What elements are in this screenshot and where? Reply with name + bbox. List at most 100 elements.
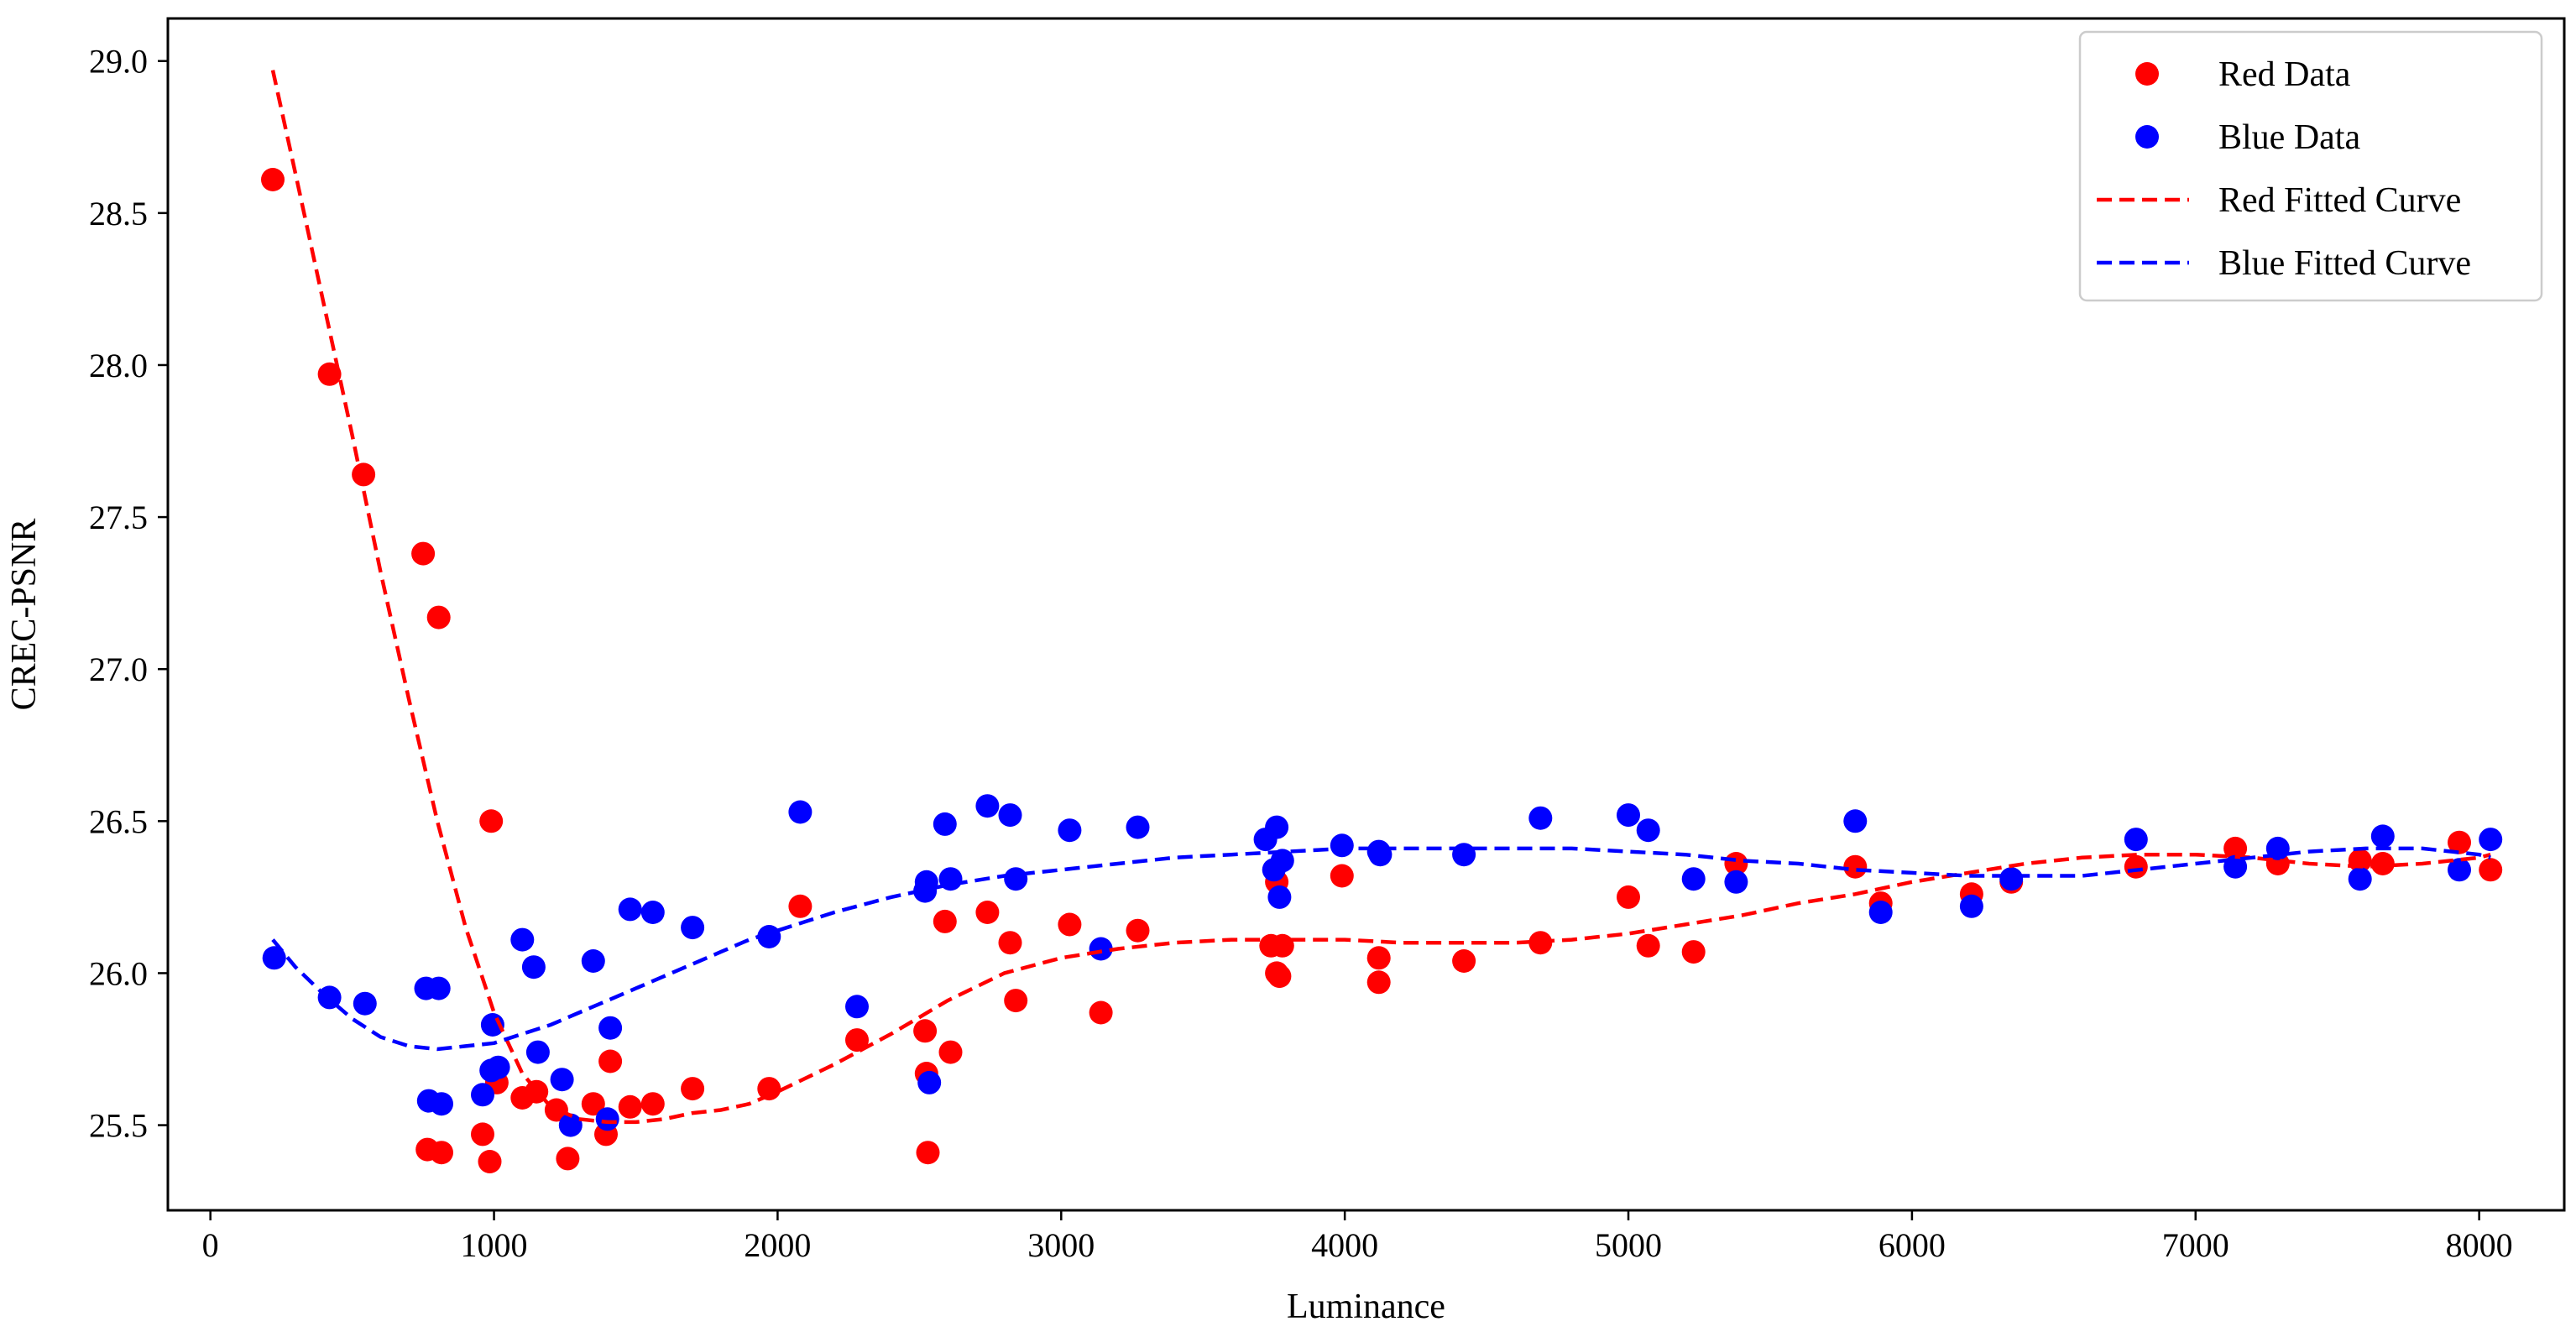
blue-data-point [788, 800, 813, 824]
red-data-point [2370, 852, 2395, 875]
blue-data-point [681, 916, 705, 940]
red-data-point [975, 901, 1000, 924]
red-data-point [1126, 918, 1150, 943]
blue-data-point [1270, 849, 1294, 873]
y-axis-label: CREC-PSNR [5, 519, 44, 711]
blue-data-point [2479, 828, 2503, 852]
red-data-point [1452, 949, 1476, 973]
y-tick-label: 27.0 [89, 650, 148, 688]
red-data-point [1617, 885, 1640, 909]
blue-data-point [353, 991, 377, 1016]
red-data-point [1004, 989, 1028, 1013]
y-axis-ticks: 25.5 26.0 26.5 27.0 27.5 28.0 28.5 29.0 [89, 43, 168, 1145]
y-tick-label: 29.0 [89, 43, 148, 81]
blue-data-point [1681, 867, 1706, 891]
red-data-point [1681, 940, 1706, 964]
red-data-point [845, 1028, 869, 1053]
red-data-point [681, 1077, 705, 1101]
blue-data-point [1058, 818, 1082, 843]
x-tick-label: 7000 [2162, 1226, 2229, 1264]
red-data-point [411, 541, 436, 566]
red-data-point [426, 605, 451, 629]
y-tick-label: 27.5 [89, 499, 148, 536]
blue-data-point [1959, 894, 1983, 918]
legend-marker-blue-data [2135, 125, 2159, 149]
red-data-point [261, 168, 285, 191]
red-data-point [1843, 854, 1868, 879]
legend-label-blue-data: Blue Data [2218, 118, 2360, 157]
blue-data-point [550, 1068, 574, 1092]
blue-data-point [757, 925, 781, 948]
y-tick-label: 26.5 [89, 802, 148, 840]
red-data-point [788, 894, 813, 918]
red-data-point [2124, 854, 2148, 879]
red-data-point [430, 1141, 453, 1165]
red-data-point [556, 1147, 580, 1171]
blue-data-point [598, 1016, 623, 1040]
legend: Red Data Blue Data Red Fitted Curve Blue Fi… [2078, 30, 2543, 302]
blue-data-point [998, 803, 1022, 828]
red-data-point [640, 1092, 665, 1116]
blue-data-point [426, 976, 451, 1000]
blue-data-point [933, 812, 957, 836]
blue-data-point [1330, 833, 1354, 858]
blue-data-point [1452, 843, 1476, 867]
blue-data-point [1843, 809, 1868, 833]
blue-data-point [471, 1083, 494, 1107]
blue-data-point [1368, 843, 1393, 867]
red-data-point [1636, 933, 1660, 958]
blue-data-point [2348, 867, 2372, 891]
red-data-point [471, 1122, 494, 1147]
legend-box [2078, 30, 2543, 302]
blue-data-point [558, 1113, 583, 1137]
red-data-point [1366, 946, 1391, 970]
red-data-point [933, 909, 957, 933]
y-tick-label: 28.5 [89, 195, 148, 232]
red-data-point [913, 1019, 938, 1043]
blue-data-point [595, 1107, 619, 1131]
red-data-point [1330, 864, 1354, 888]
red-data-point [581, 1092, 605, 1116]
red-data-point [1089, 1000, 1113, 1025]
plot-content [261, 70, 2503, 1173]
x-axis-label: Luminance [1287, 1288, 1445, 1326]
blue-data-point [1089, 937, 1113, 961]
blue-fitted-curve [271, 846, 2491, 1052]
red-data-point [478, 1150, 502, 1173]
red-data-point [2223, 836, 2248, 860]
blue-data-point [2370, 824, 2395, 849]
x-tick-label: 2000 [744, 1226, 811, 1264]
blue-data-point [1528, 806, 1553, 830]
red-data-point [938, 1040, 963, 1064]
y-tick-label: 28.0 [89, 347, 148, 384]
blue-data-point [1999, 867, 2024, 891]
x-tick-label: 0 [202, 1226, 219, 1264]
legend-label-blue-fitted-curve: Blue Fitted Curve [2218, 244, 2471, 283]
blue-data-point [525, 1040, 550, 1064]
blue-data-point [845, 995, 869, 1019]
x-axis-ticks: 0 1000 2000 3000 4000 5000 6000 7000 8000 [202, 1210, 2513, 1264]
red-fitted-curve [270, 70, 2491, 1125]
blue-data-point [1636, 818, 1660, 843]
red-data-point [757, 1077, 781, 1101]
x-tick-label: 6000 [1878, 1226, 1946, 1264]
blue-data-point [975, 794, 1000, 818]
blue-data-point [2448, 858, 2471, 882]
red-data-point [598, 1049, 623, 1073]
x-tick-label: 8000 [2446, 1226, 2513, 1264]
legend-label-red-fitted-curve: Red Fitted Curve [2218, 181, 2461, 220]
blue-data-point [521, 955, 546, 979]
y-tick-label: 26.0 [89, 954, 148, 992]
red-data-point [2448, 830, 2471, 854]
red-data-point [618, 1094, 642, 1119]
red-data-point [1270, 933, 1294, 958]
blue-data-point [917, 1070, 942, 1094]
x-tick-label: 1000 [461, 1226, 528, 1264]
blue-data-point [1267, 885, 1292, 909]
red-data-point [916, 1141, 940, 1165]
blue-data-point [430, 1092, 453, 1116]
legend-label-red-data: Red Data [2218, 55, 2351, 94]
red-data-point [352, 462, 376, 487]
